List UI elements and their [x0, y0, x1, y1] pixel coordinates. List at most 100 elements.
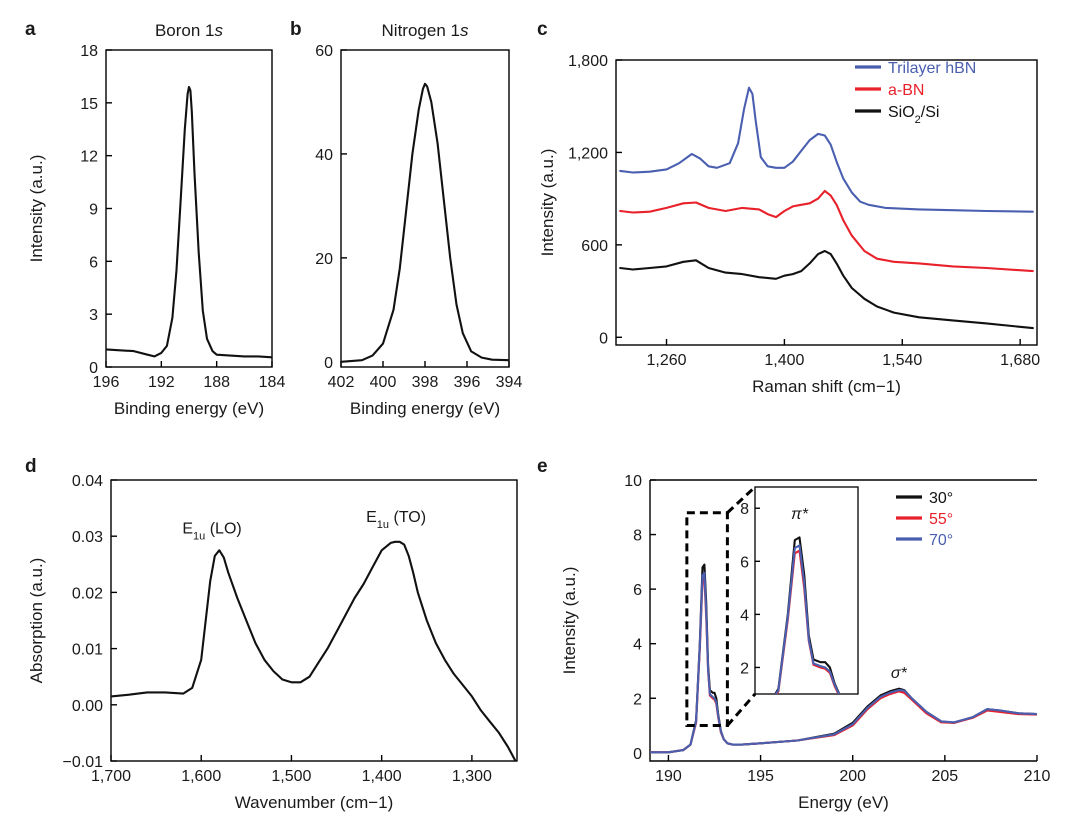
panel-label-e: e — [537, 456, 548, 477]
series-line-trilayer-hbn — [619, 86, 1034, 213]
title-text: Nitrogen 1 — [382, 21, 460, 40]
x-tick-label: 402 — [328, 374, 355, 391]
legend-label: 55° — [929, 511, 953, 528]
x-tick-label: 394 — [496, 374, 523, 391]
y-tick-label: 1,200 — [568, 145, 608, 162]
x-tick-label: 205 — [932, 768, 959, 785]
annotation-subscript: 1u — [193, 530, 205, 542]
legend-subscript: 2 — [915, 114, 921, 126]
y-tick-label: 9 — [89, 202, 98, 219]
x-tick-label: 195 — [747, 768, 774, 785]
legend-entry: a-BN — [888, 82, 924, 99]
legend-label: a-BN — [888, 82, 924, 99]
zoom-region-box — [685, 511, 729, 728]
x-axis-label: Binding energy (eV) — [114, 399, 264, 418]
plot-frame — [615, 59, 1038, 346]
y-tick-label: 0 — [599, 330, 608, 347]
y-tick-label: 20 — [315, 251, 333, 268]
legend-label: SiO — [888, 104, 915, 121]
annotation-suffix: (TO) — [389, 509, 426, 526]
panel-label-a: a — [25, 19, 36, 40]
x-tick-label: 192 — [148, 374, 175, 391]
inset-y-tick-label: 8 — [740, 501, 749, 518]
title-text: Boron 1 — [155, 21, 215, 40]
x-tick-label: 1,700 — [91, 768, 131, 785]
legend: 30° 55° 70° — [896, 490, 953, 549]
legend: Trilayer hBN a-BN SiO2/Si — [855, 60, 976, 126]
inset-series-line — [774, 544, 841, 694]
inset-peak-annotation: π* — [791, 506, 809, 523]
inset-series-line — [774, 536, 841, 694]
x-tick-label: 1,400 — [362, 768, 402, 785]
y-tick-label: 0.04 — [72, 473, 103, 490]
series-line-absorption — [111, 540, 517, 761]
y-tick-label: 0.02 — [72, 585, 103, 602]
x-tick-label: 1,540 — [882, 352, 922, 369]
panel-e: e 190 195 200 205 210 0 2 4 6 8 10 Energy (eV) Intens… — [537, 456, 1051, 812]
legend-entry: Trilayer hBN — [888, 60, 976, 77]
x-axis-label: Wavenumber (cm−1) — [235, 793, 394, 812]
legend-label: Trilayer hBN — [888, 60, 976, 77]
x-tick-label: 398 — [412, 374, 439, 391]
panel-label-b: b — [290, 19, 302, 40]
peak-annotation: E1u (TO) — [366, 509, 426, 531]
y-tick-label: −0.01 — [63, 754, 104, 771]
x-tick-label: 210 — [1024, 768, 1051, 785]
y-tick-label: 2 — [633, 691, 642, 708]
inset-y-tick-label: 4 — [740, 607, 749, 624]
plot-frame — [649, 480, 1037, 762]
panel-label-c: c — [537, 19, 548, 40]
y-tick-label: 0 — [89, 360, 98, 377]
annotation-subscript: 1u — [377, 519, 389, 531]
y-tick-label: 3 — [89, 307, 98, 324]
y-tick-label: 15 — [80, 96, 98, 113]
inset-series-line — [775, 549, 840, 694]
legend-suffix: /Si — [921, 104, 940, 121]
legend-label: 70° — [929, 532, 953, 549]
peak-annotation: E1u (LO) — [182, 520, 241, 542]
y-tick-label: 1,800 — [568, 53, 608, 70]
y-tick-label: 600 — [581, 238, 608, 255]
y-tick-label: 0 — [633, 746, 642, 763]
y-axis-label: Absorption (a.u.) — [27, 558, 46, 684]
legend-entry: 30° — [929, 490, 953, 507]
y-tick-label: 6 — [89, 254, 98, 271]
x-axis-label: Energy (eV) — [798, 793, 889, 812]
zoom-connector-bottom — [726, 693, 757, 727]
peak-annotation: σ* — [891, 665, 908, 682]
x-tick-label: 184 — [259, 374, 286, 391]
x-tick-label: 1,680 — [1000, 352, 1040, 369]
annotation-text: E — [182, 520, 193, 537]
x-tick-label: 1,260 — [646, 352, 686, 369]
x-tick-label: 200 — [839, 768, 866, 785]
y-tick-label: 0 — [324, 355, 333, 372]
y-axis-label: Intensity (a.u.) — [538, 149, 557, 257]
y-tick-label: 10 — [624, 473, 642, 490]
y-tick-label: 18 — [80, 43, 98, 60]
y-tick-label: 0.01 — [72, 642, 103, 659]
y-tick-label: 4 — [633, 637, 642, 654]
series-line-a-bn — [619, 189, 1034, 273]
y-tick-label: 6 — [633, 582, 642, 599]
title-italic: s — [460, 21, 469, 40]
inset-y-tick-label: 6 — [740, 554, 749, 571]
x-tick-label: 400 — [370, 374, 397, 391]
panel-d: d 1,700 1,600 1,500 1,400 1,300 −0.01 0.00 0.01 0… — [25, 456, 518, 812]
legend-entry: 70° — [929, 532, 953, 549]
annotation-text: E — [366, 509, 377, 526]
panel-title: Boron 1s — [155, 21, 224, 40]
panel-title: Nitrogen 1s — [382, 21, 469, 40]
y-tick-label: 60 — [315, 43, 333, 60]
panel-c: c 1,260 1,400 1,540 1,680 0 600 1,200 1,800 Raman… — [537, 19, 1040, 396]
x-axis-label: Binding energy (eV) — [350, 399, 500, 418]
panel-label-d: d — [25, 456, 37, 477]
x-tick-label: 396 — [454, 374, 481, 391]
y-axis-label: Intensity (a.u.) — [560, 567, 579, 675]
x-tick-label: 1,300 — [452, 768, 492, 785]
series-line-n-1s — [341, 82, 509, 363]
x-tick-label: 188 — [203, 374, 230, 391]
plot-frame — [110, 479, 518, 762]
series-line-sio2-si — [619, 249, 1034, 330]
inset-frame — [754, 486, 859, 695]
